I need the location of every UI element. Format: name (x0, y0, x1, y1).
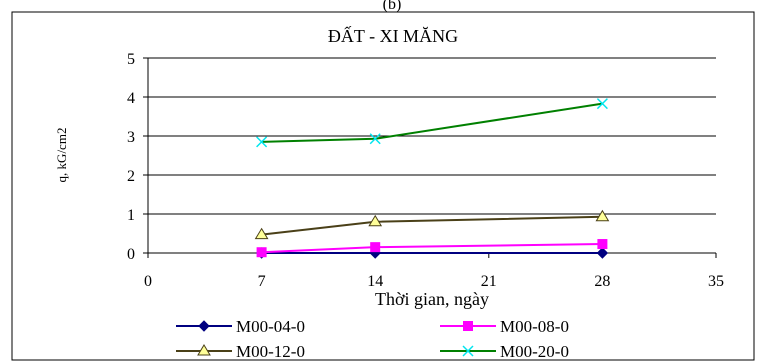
y-tick-label-3: 3 (127, 129, 135, 146)
data-point-3-0 (256, 136, 268, 148)
y-tick-label-2: 2 (127, 168, 135, 185)
legend-label-2: M00-12-0 (236, 342, 305, 361)
legend: M00-04-0 M00-08-0 M00-12-0 M00-20-0 (176, 317, 569, 361)
chart-top-label: (b) (383, 0, 402, 13)
data-point-3-2 (596, 98, 608, 110)
x-tick-label-1: 7 (258, 273, 266, 290)
x-tick-label-4: 28 (594, 273, 610, 290)
x-axis-label: Thời gian, ngày (375, 289, 489, 309)
y-tick-label-4: 4 (127, 90, 135, 107)
chart-title: ĐẤT - XI MĂNG (328, 25, 458, 46)
data-point-1-1 (370, 242, 381, 253)
data-point-0-2 (596, 247, 609, 259)
legend-label-3: M00-20-0 (500, 342, 569, 361)
legend-marker-0 (198, 320, 210, 332)
data-point-3-2-stroke-b (596, 98, 608, 110)
legend-marker-3-stroke-b (462, 345, 474, 357)
data-point-3-0-stroke-b (256, 136, 268, 148)
y-gridlines (148, 57, 716, 215)
y-tick-label-1: 1 (127, 207, 135, 224)
data-point-3-1 (369, 133, 381, 145)
y-tick-label-5: 5 (127, 51, 135, 68)
legend-marker-2 (197, 344, 211, 356)
x-tick-label-0: 0 (144, 273, 152, 290)
legend-label-1: M00-08-0 (500, 317, 569, 336)
data-point-1-0 (256, 247, 267, 258)
x-tick-label-5: 35 (708, 273, 724, 290)
x-tick-label-2: 14 (367, 273, 383, 290)
legend-marker-1 (463, 321, 473, 331)
data-point-3-1-stroke-b (369, 133, 381, 145)
x-tick-label-3: 21 (481, 273, 497, 290)
chart-border (11, 11, 755, 361)
data-point-2-0 (254, 227, 269, 240)
x-tick-labels: 0 7 14 21 28 35 (144, 273, 724, 290)
series-lines (254, 98, 610, 259)
y-axis-label: q, kG/cm2 (54, 128, 69, 183)
legend-marker-3 (462, 345, 474, 357)
y-tick-labels: 0 1 2 3 4 5 (127, 51, 135, 263)
y-tick-label-0: 0 (127, 246, 135, 263)
legend-label-0: M00-04-0 (236, 317, 305, 336)
data-point-2-2 (595, 209, 610, 222)
data-point-1-2 (597, 239, 608, 250)
data-point-2-1 (368, 214, 383, 227)
